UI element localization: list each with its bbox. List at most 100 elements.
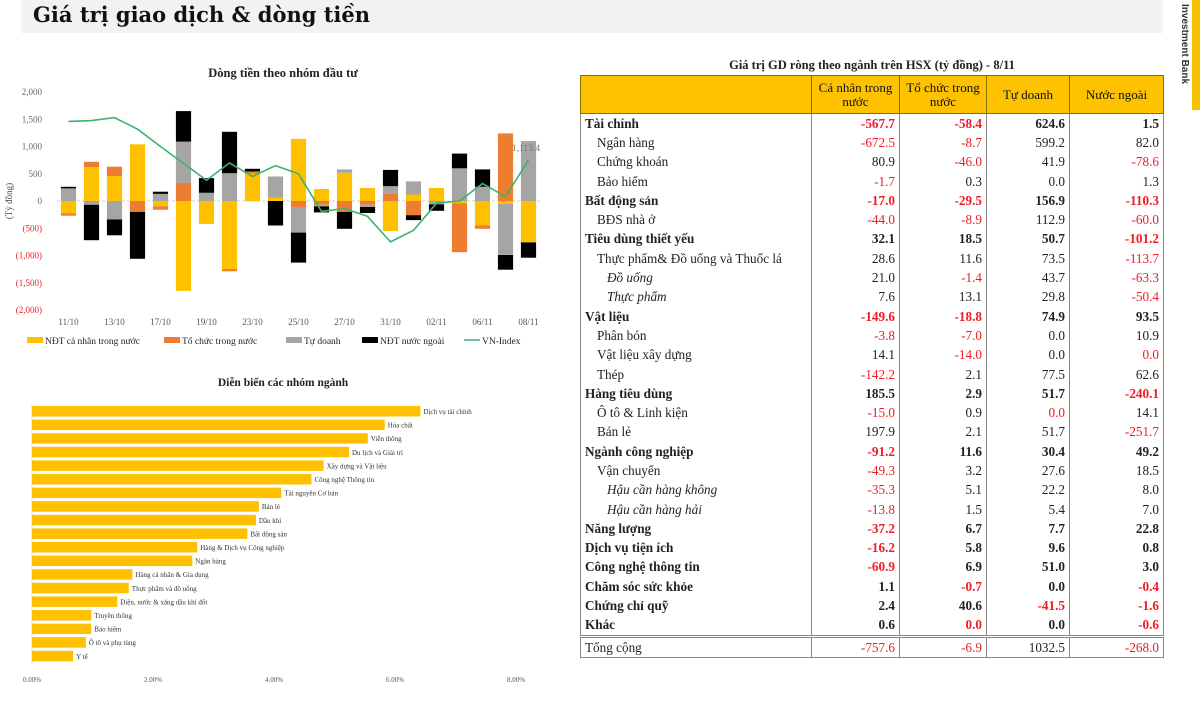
table-row: Tiêu dùng thiết yếu 32.1 18.5 50.7 -101.2	[580, 229, 1164, 250]
institution-value: 13.1	[899, 287, 987, 307]
table-title: Giá trị GD ròng theo ngành trên HSX (tỷ …	[729, 58, 1015, 72]
bar-foreign	[313, 206, 330, 213]
x-tick-label: 08/11	[518, 317, 538, 327]
bar-proprietary	[60, 188, 77, 201]
bar-institution	[313, 201, 330, 205]
chart-title: Dòng tiền theo nhóm đầu tư	[208, 66, 358, 80]
sector-label: Ô tô và phụ tùng	[89, 639, 137, 647]
bar-institution	[359, 201, 376, 205]
sector-bar	[32, 555, 193, 567]
sector-name: Chăm sóc sức khỏe	[580, 577, 812, 597]
proprietary-value: 51.7	[986, 422, 1070, 443]
foreign-value: -50.4	[1069, 287, 1164, 307]
institution-value: 2.9	[899, 384, 987, 404]
sector-label: Y tế	[76, 653, 88, 661]
bar-institution	[83, 161, 100, 168]
sector-name: Hàng tiêu dùng	[580, 384, 812, 404]
individual-value: -142.2	[811, 364, 900, 385]
foreign-value: -63.3	[1069, 268, 1164, 288]
foreign-value: 82.0	[1069, 133, 1164, 153]
institution-value: -7.0	[899, 326, 987, 346]
foreign-value: 1.5	[1069, 113, 1164, 134]
sector-name: Năng lượng	[580, 519, 812, 539]
bar-institution	[336, 201, 353, 212]
bar-individual	[313, 189, 330, 201]
institution-value: 6.9	[899, 557, 987, 578]
bar-individual	[520, 201, 537, 243]
y-tick-label: 0	[38, 196, 43, 206]
header-foreign: Nước ngoài	[1069, 75, 1164, 114]
proprietary-value: 41.9	[986, 152, 1070, 172]
bar-institution	[221, 269, 238, 272]
institution-value: 2.1	[899, 364, 987, 385]
individual-value: -35.3	[811, 480, 900, 500]
foreign-value: 10.9	[1069, 326, 1164, 346]
proprietary-value: 0.0	[986, 326, 1070, 346]
bar-individual	[221, 201, 238, 270]
table-row: Vật liệu xây dựng 14.1 -14.0 0.0 0.0	[580, 345, 1164, 365]
bar-foreign	[428, 204, 445, 211]
institution-value: -1.4	[899, 268, 987, 288]
sector-bar	[32, 446, 349, 458]
header-institution: Tổ chức trong nước	[899, 75, 987, 114]
institution-value: -8.7	[899, 133, 987, 153]
institution-value: -58.4	[899, 113, 987, 134]
bar-institution	[474, 225, 491, 229]
bar-individual	[451, 201, 468, 204]
table-row: Hậu cần hàng hải -13.8 1.5 5.4 7.0	[580, 499, 1164, 520]
bar-institution	[152, 206, 169, 210]
individual-value: -60.9	[811, 557, 900, 578]
bar-proprietary	[313, 204, 330, 207]
bar-proprietary	[267, 176, 284, 198]
bar-foreign	[244, 168, 261, 172]
bar-proprietary	[106, 201, 123, 220]
x-tick-label: 27/10	[334, 317, 355, 327]
bar-foreign	[520, 242, 537, 258]
sector-name: Vật liệu xây dựng	[580, 345, 812, 365]
sector-flow-table: Cá nhân trong nước Tổ chức trong nước Tự…	[580, 75, 1164, 659]
institution-value: 11.6	[899, 442, 987, 462]
bar-institution	[497, 133, 514, 201]
proprietary-value: 51.0	[986, 557, 1070, 578]
foreign-value: 18.5	[1069, 461, 1164, 481]
sector-bar	[32, 569, 133, 580]
sector-bar	[32, 406, 421, 417]
sector-name: Thực phẩm	[580, 287, 812, 307]
sector-bar	[32, 596, 118, 607]
header-proprietary: Tự doanh	[986, 75, 1070, 114]
bar-proprietary	[405, 181, 422, 195]
bar-foreign	[267, 201, 284, 226]
sector-name: Bảo hiểm	[580, 171, 812, 192]
investor-flow-chart: Dòng tiền theo nhóm đầu tư 2,000 1,500 1,0…	[4, 66, 540, 347]
x-tick-label: 31/10	[380, 317, 401, 327]
sector-name: Tiêu dùng thiết yếu	[580, 229, 812, 250]
sector-bar	[32, 474, 312, 485]
chart-title: Diễn biến các nhóm ngành	[218, 376, 349, 389]
foreign-value: 62.6	[1069, 364, 1164, 385]
foreign-value: -78.6	[1069, 152, 1164, 172]
individual-value: -17.0	[811, 191, 900, 211]
x-tick-label: 13/10	[104, 317, 125, 327]
sector-label: Xây dựng và Vật liệu	[327, 462, 388, 470]
institution-value: -8.9	[899, 210, 987, 230]
bar-proprietary	[451, 168, 468, 201]
y-tick-label: 500	[29, 169, 43, 179]
table-row: Tài chính -567.7 -58.4 624.6 1.5	[580, 113, 1164, 134]
institution-value: 40.6	[899, 596, 987, 616]
bar-institution	[382, 193, 399, 201]
sector-name: Bán lẻ	[580, 422, 812, 443]
table-row: Bảo hiểm -1.7 0.3 0.0 1.3	[580, 171, 1164, 192]
foreign-value: 0.8	[1069, 538, 1164, 558]
sector-bar	[32, 487, 282, 499]
y-tick-label: (500)	[23, 223, 43, 233]
bar-individual	[290, 138, 307, 201]
sector-label: Hàng & Dịch vụ Công nghiệp	[200, 544, 285, 552]
foreign-value: -101.2	[1069, 229, 1164, 250]
individual-value: 7.6	[811, 287, 900, 307]
bar-foreign	[83, 204, 100, 241]
foreign-value: 22.8	[1069, 519, 1164, 539]
sector-name: Chứng khoán	[580, 152, 812, 172]
bar-institution	[405, 201, 422, 216]
bar-foreign	[60, 186, 77, 189]
proprietary-value: 0.0	[986, 345, 1070, 365]
